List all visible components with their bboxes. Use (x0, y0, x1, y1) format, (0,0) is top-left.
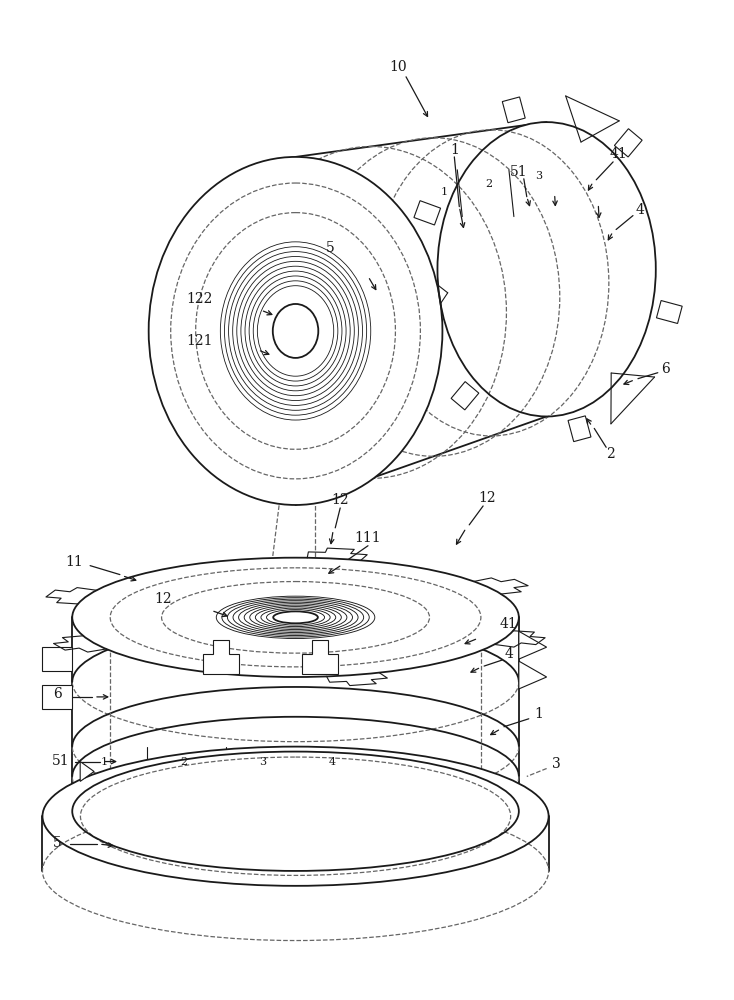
Text: 12: 12 (479, 491, 496, 505)
Text: 51: 51 (51, 754, 69, 768)
Polygon shape (80, 762, 94, 781)
Text: 6: 6 (661, 362, 670, 376)
Ellipse shape (72, 558, 519, 677)
Polygon shape (451, 382, 479, 410)
Polygon shape (43, 647, 72, 671)
Text: 2: 2 (180, 757, 187, 767)
Ellipse shape (273, 304, 319, 358)
Text: 122: 122 (186, 292, 212, 306)
Polygon shape (414, 201, 440, 225)
Text: 5: 5 (326, 241, 335, 255)
Text: 4: 4 (636, 203, 644, 217)
Ellipse shape (149, 157, 443, 505)
Text: 4: 4 (329, 757, 336, 767)
Ellipse shape (437, 122, 655, 416)
Ellipse shape (72, 752, 519, 871)
Text: 12: 12 (331, 493, 349, 507)
Text: 51: 51 (510, 165, 528, 179)
Text: 12: 12 (155, 592, 172, 606)
Text: 41: 41 (500, 617, 517, 631)
Ellipse shape (43, 747, 548, 886)
Text: 111: 111 (355, 531, 381, 545)
Text: 3: 3 (259, 757, 266, 767)
Text: 3: 3 (552, 757, 561, 771)
Text: 121: 121 (186, 334, 213, 348)
Text: 6: 6 (53, 687, 62, 701)
Text: 4: 4 (504, 647, 513, 661)
Text: 5: 5 (53, 836, 62, 850)
Polygon shape (203, 640, 239, 674)
Text: 1: 1 (441, 187, 448, 197)
Polygon shape (519, 631, 547, 659)
Text: 1: 1 (101, 757, 108, 767)
Text: 41: 41 (609, 147, 627, 161)
Polygon shape (614, 129, 642, 157)
Polygon shape (502, 97, 526, 123)
Polygon shape (519, 661, 547, 689)
Text: 2: 2 (606, 447, 614, 461)
Polygon shape (568, 416, 591, 442)
Text: 1: 1 (450, 143, 459, 157)
Text: 3: 3 (535, 171, 542, 181)
Polygon shape (302, 640, 338, 674)
Polygon shape (656, 301, 682, 323)
Text: 11: 11 (65, 555, 83, 569)
Text: 2: 2 (485, 179, 493, 189)
Text: 1: 1 (534, 707, 543, 721)
Text: 10: 10 (389, 60, 407, 74)
Polygon shape (43, 685, 72, 709)
Ellipse shape (273, 611, 318, 623)
